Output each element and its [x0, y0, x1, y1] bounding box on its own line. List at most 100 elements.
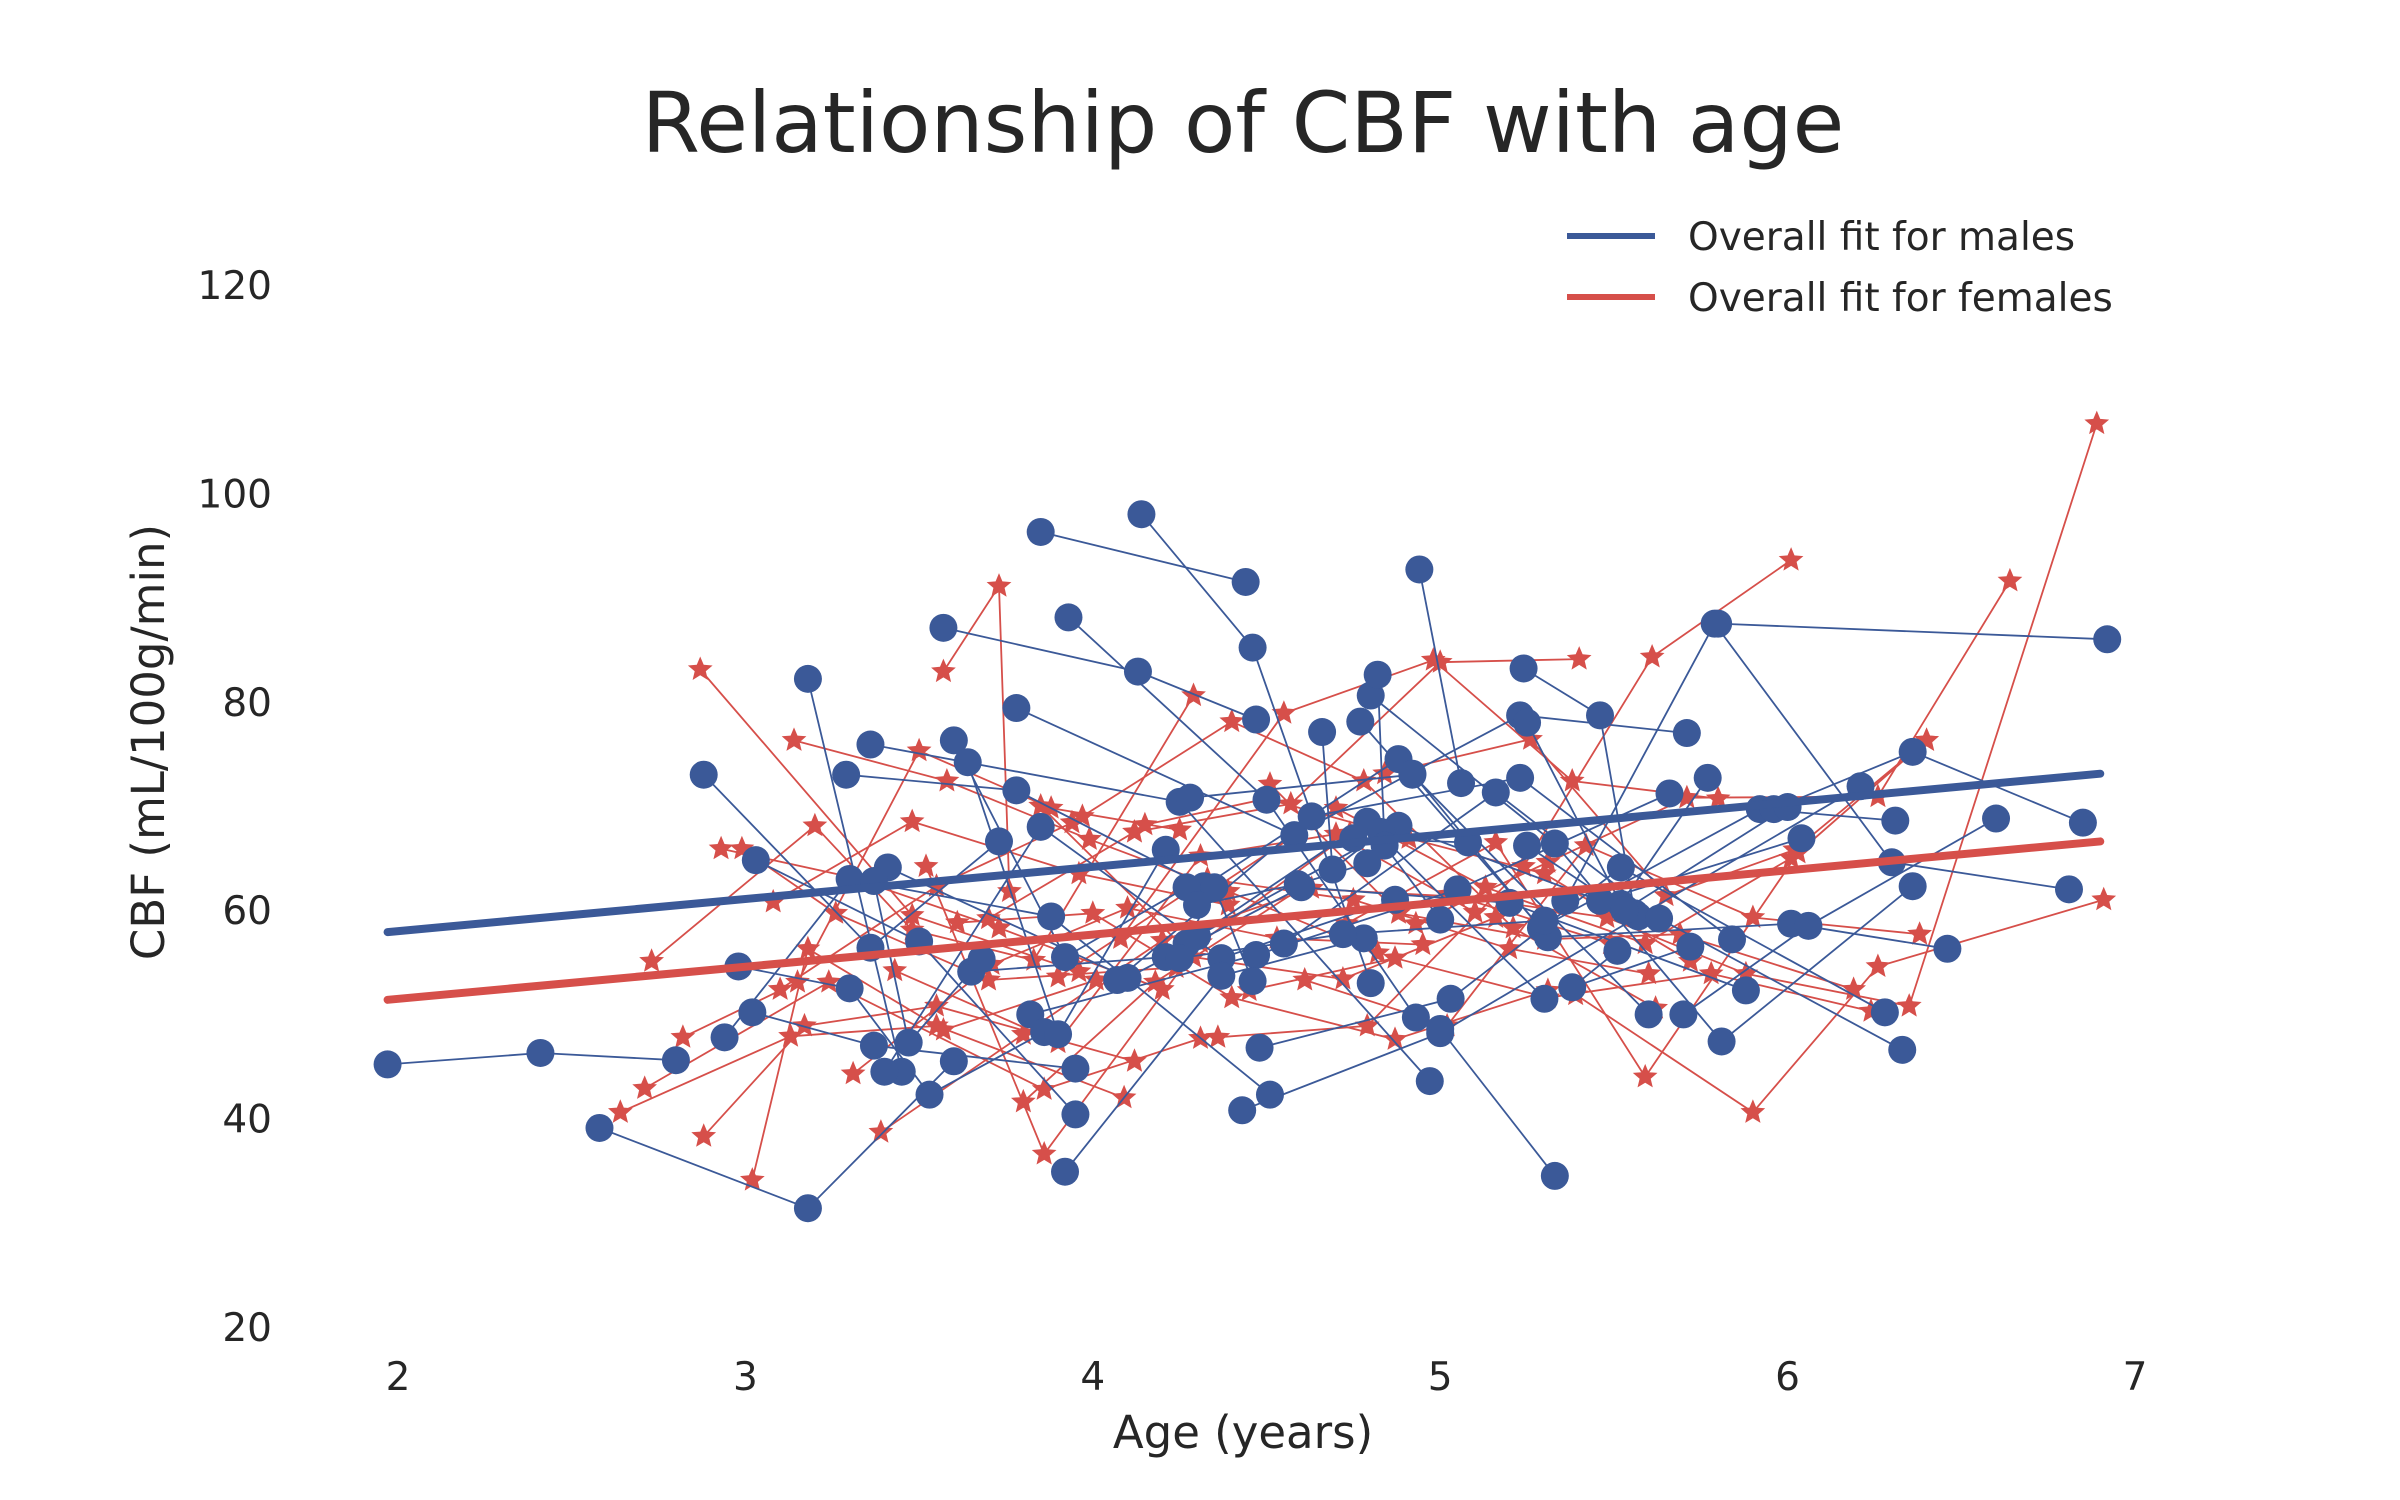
male-data-point [1982, 804, 2011, 833]
male-data-point [1061, 1100, 1090, 1129]
female-data-point [1427, 649, 1453, 673]
female-data-point [976, 905, 1001, 930]
female-data-point [1997, 567, 2023, 592]
male-data-point [1280, 821, 1309, 850]
female-data-point [1031, 1141, 1057, 1165]
male-data-point [1061, 1054, 1090, 1083]
female-data-point [1365, 939, 1390, 964]
male-subject-line [1439, 1028, 1556, 1177]
female-data-point [1080, 900, 1106, 924]
female-fit-line [383, 837, 2105, 1004]
male-subject-line [1411, 773, 1948, 950]
male-data-point [1398, 759, 1427, 788]
male-data-point [1238, 633, 1267, 662]
male-data-point [1269, 929, 1298, 958]
male-data-point [1655, 779, 1684, 808]
male-data-point [1509, 654, 1538, 683]
male-data-point [1054, 603, 1083, 632]
female-data-point [632, 1075, 657, 1099]
female-data-point [1341, 886, 1366, 911]
female-data-point [840, 1060, 866, 1085]
female-data-point [1215, 892, 1241, 916]
male-data-point [1933, 934, 1962, 963]
male-data-point [1356, 969, 1385, 998]
female-data-point [1865, 953, 1891, 977]
female-data-point [1354, 1012, 1380, 1037]
male-data-point [373, 1050, 402, 1079]
female-data-point [1896, 993, 1922, 1017]
male-subject-line [1718, 622, 2108, 641]
x-tick-label: 2 [386, 1355, 411, 1400]
male-data-point [793, 1194, 822, 1223]
female-data-point [1639, 644, 1665, 668]
male-data-point [1672, 719, 1701, 748]
female-data-point [1278, 790, 1304, 815]
female-data-point [670, 1024, 696, 1048]
female-data-point [1205, 1024, 1231, 1048]
male-subject-line [738, 965, 1045, 1096]
female-subject-line [880, 887, 1312, 1133]
female-data-point [1535, 849, 1561, 873]
female-data-point [1292, 967, 1318, 991]
female-data-point [1632, 930, 1658, 955]
female-data-point [1122, 1048, 1147, 1072]
male-data-point [1401, 1003, 1430, 1032]
x-axis-ticks: 2 3 4 5 6 7 [386, 1355, 2148, 1400]
male-subject-line [1040, 531, 1246, 583]
chart-title: Relationship of CBF with age [642, 74, 1845, 172]
male-data-point [939, 1047, 968, 1076]
female-data-point [708, 835, 734, 860]
male-data-point [526, 1038, 555, 1067]
female-data-point [1483, 829, 1509, 853]
female-data-point [1636, 960, 1661, 985]
male-subject-line [1418, 569, 1462, 784]
male-data-point [1044, 1020, 1073, 1049]
female-data-point [1594, 904, 1620, 928]
male-data-point [1436, 984, 1465, 1013]
x-tick-label: 5 [1428, 1355, 1453, 1400]
female-data-point [934, 768, 960, 792]
male-data-point [1363, 660, 1392, 689]
female-data-point [986, 573, 1012, 597]
female-data-point [1382, 945, 1408, 969]
female-data-point [1653, 882, 1679, 907]
male-data-point [1645, 904, 1674, 933]
y-tick-label: 20 [222, 1306, 272, 1351]
female-data-point [1122, 819, 1147, 843]
male-data-point [1513, 831, 1542, 860]
female-data-point [1841, 976, 1866, 1000]
male-data-point [2054, 875, 2083, 904]
female-data-point [816, 969, 842, 993]
female-data-point [1028, 793, 1054, 817]
male-data-point [585, 1113, 614, 1142]
male-data-point [1176, 783, 1205, 812]
female-data-point [1077, 826, 1102, 850]
female-data-point [1219, 984, 1245, 1009]
male-data-point [741, 846, 770, 875]
female-data-point [608, 1099, 633, 1123]
male-data-point [1255, 1080, 1284, 1109]
male-data-point [1165, 944, 1194, 973]
female-data-point [1132, 811, 1158, 836]
female-data-point [1559, 768, 1585, 792]
legend: Overall fit for males Overall fit for fe… [1567, 215, 2113, 321]
female-data-point [1907, 921, 1932, 945]
female-data-point [1698, 960, 1724, 985]
female-data-point [639, 948, 664, 972]
male-data-point [689, 760, 718, 789]
male-data-point [953, 748, 982, 777]
male-data-point [939, 726, 968, 755]
male-data-point [894, 1028, 923, 1057]
y-tick-label: 120 [198, 264, 272, 309]
female-data-point [931, 1017, 956, 1041]
male-data-point [1530, 906, 1559, 935]
y-axis-label: CBF (mL/100g/min) [122, 524, 175, 960]
male-subject-line [1564, 621, 2070, 902]
male-data-point [1506, 763, 1535, 792]
male-data-point [1669, 1000, 1698, 1029]
male-data-point [1308, 718, 1337, 747]
male-data-point [1794, 911, 1823, 940]
female-data-point [778, 1023, 803, 1047]
male-data-point [1346, 707, 1375, 736]
x-tick-label: 7 [2123, 1355, 2148, 1400]
